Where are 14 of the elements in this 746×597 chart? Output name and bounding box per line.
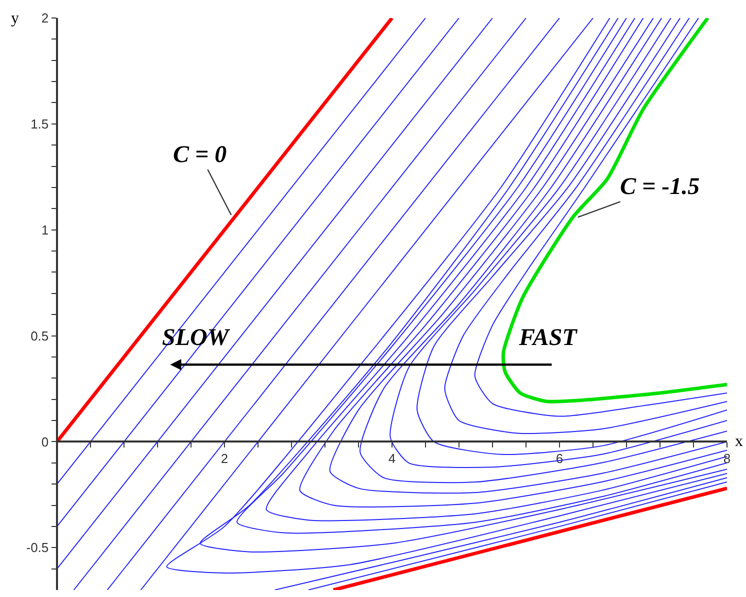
y-axis-title: y — [11, 10, 19, 27]
annotation: C = -1.5 — [620, 174, 700, 200]
y-tick-label: 2 — [41, 10, 49, 26]
annotation: FAST — [518, 325, 578, 351]
y-tick-label: 1 — [41, 222, 49, 238]
y-tick-label: 0 — [41, 434, 49, 450]
x-axis-title: x — [735, 433, 743, 450]
y-tick-label: 0.5 — [30, 328, 49, 344]
annotation: C = 0 — [173, 142, 227, 168]
x-tick-label: 8 — [723, 451, 731, 466]
x-tick-label: 4 — [388, 451, 396, 466]
y-tick-label: 1.5 — [30, 116, 49, 132]
x-tick-label: 2 — [220, 451, 228, 466]
y-tick-label: -0.5 — [26, 540, 49, 556]
